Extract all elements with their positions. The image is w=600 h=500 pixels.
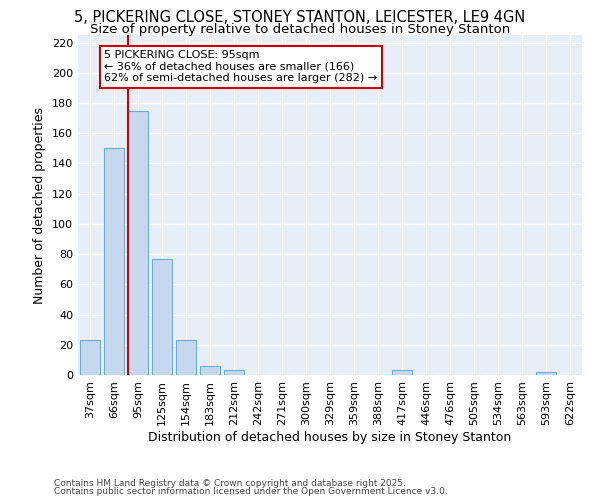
- Text: Size of property relative to detached houses in Stoney Stanton: Size of property relative to detached ho…: [90, 22, 510, 36]
- Y-axis label: Number of detached properties: Number of detached properties: [34, 106, 46, 304]
- Bar: [392, 370, 412, 375]
- Text: 5 PICKERING CLOSE: 95sqm
← 36% of detached houses are smaller (166)
62% of semi-: 5 PICKERING CLOSE: 95sqm ← 36% of detach…: [104, 50, 377, 84]
- Bar: [128, 110, 148, 375]
- Bar: [224, 370, 244, 375]
- X-axis label: Distribution of detached houses by size in Stoney Stanton: Distribution of detached houses by size …: [148, 430, 512, 444]
- Text: Contains public sector information licensed under the Open Government Licence v3: Contains public sector information licen…: [54, 487, 448, 496]
- Bar: [200, 366, 220, 375]
- Bar: [152, 258, 172, 375]
- Text: 5, PICKERING CLOSE, STONEY STANTON, LEICESTER, LE9 4GN: 5, PICKERING CLOSE, STONEY STANTON, LEIC…: [74, 10, 526, 25]
- Bar: [104, 148, 124, 375]
- Text: Contains HM Land Registry data © Crown copyright and database right 2025.: Contains HM Land Registry data © Crown c…: [54, 478, 406, 488]
- Bar: [536, 372, 556, 375]
- Bar: [80, 340, 100, 375]
- Bar: [176, 340, 196, 375]
